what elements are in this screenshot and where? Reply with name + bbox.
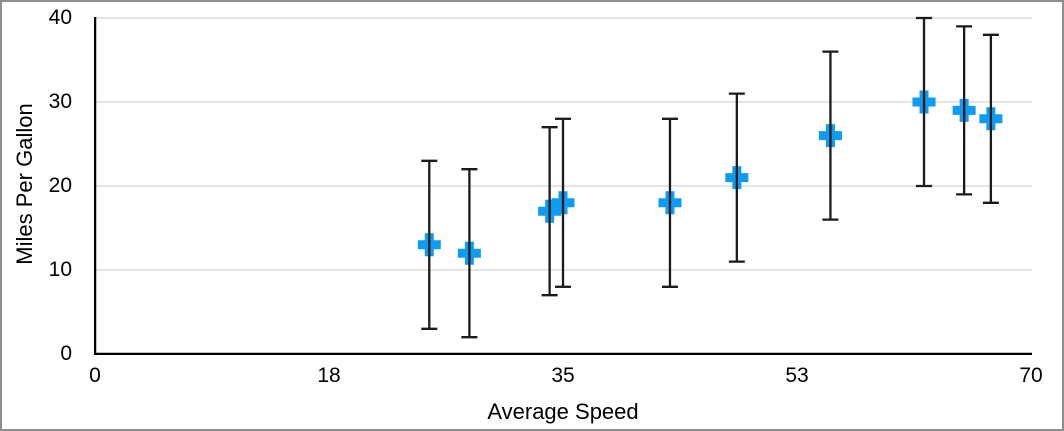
plot-area [94, 16, 1032, 355]
x-tick-label: 0 [89, 364, 101, 387]
x-axis-title: Average Speed [487, 399, 639, 424]
x-tick-label: 70 [1019, 364, 1043, 387]
y-tick-label: 10 [48, 258, 72, 281]
x-tick-label: 35 [551, 364, 575, 387]
y-tick-label: 30 [48, 90, 72, 113]
y-tick-label: 20 [48, 174, 72, 197]
y-tick-label: 40 [48, 6, 72, 29]
x-tick-label: 18 [317, 364, 341, 387]
y-tick-label: 0 [60, 342, 72, 365]
plot-svg [94, 16, 1032, 355]
x-tick-label: 53 [785, 364, 809, 387]
